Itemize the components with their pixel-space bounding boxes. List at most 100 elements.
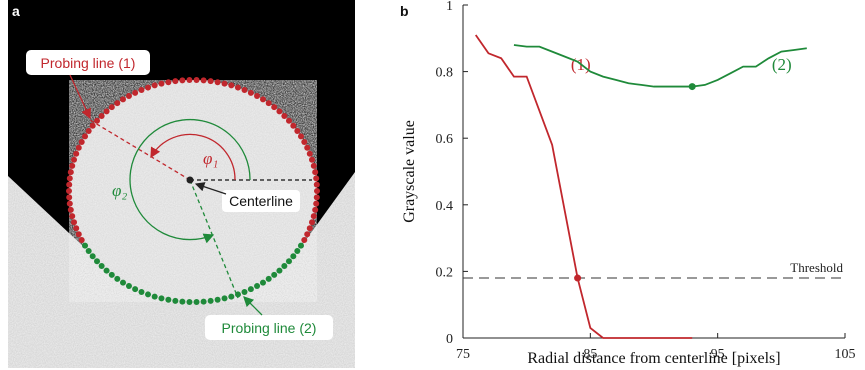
contour-dot [73,225,80,232]
x-tick-label: 75 [456,347,470,362]
contour-dot [214,296,221,303]
circle-texture [69,80,317,302]
contour-dot [145,84,152,91]
contour-dot [290,253,297,260]
series-line [474,34,693,339]
contour-dot [221,80,228,87]
contour-dot [304,144,311,151]
contour-dot [259,279,266,286]
contour-dot [66,188,72,194]
contour-dot [265,100,272,107]
contour-dot [297,133,304,140]
contour-dots [66,77,320,305]
image-panel: φ₁ φ₂ Centerline Probing line (1) Probin… [8,0,355,368]
contour-dot [75,231,82,238]
contour-dot [172,297,179,304]
contour-dot [179,77,186,84]
contour-dot [132,286,139,293]
contour-dot [193,298,200,305]
contour-dot [120,279,127,286]
y-tick-label: 1 [446,0,453,14]
contour-dot [313,175,320,182]
contour-dot [98,263,105,270]
contour-dot [290,122,297,129]
contour-dot [301,139,308,146]
y-tick-label: 0.6 [436,132,454,147]
contour-dot [66,175,73,182]
contour-dot [82,133,89,140]
contour-dot [94,258,101,265]
series-line [513,44,807,88]
contour-dot [193,77,200,84]
contour-dot [132,89,139,96]
y-axis-label: Grayscale value [401,120,418,223]
contour-dot [241,288,248,295]
contour-dot [313,194,320,201]
contour-dot [186,77,193,84]
probe-1-arrow [69,74,91,120]
contour-dot [241,87,248,94]
threshold-label: Threshold [790,260,843,275]
contour-dot [254,92,261,99]
contour-dot [294,127,301,134]
contour-dot [151,293,158,300]
centerline-arrow [194,182,227,195]
phi-1: φ₁ [203,149,218,168]
contour-dot [207,297,214,304]
contour-dot [69,162,76,169]
contour-dot [247,89,254,96]
panel-label-b: b [400,3,409,19]
contour-dot [82,242,89,249]
contour-dot [165,296,172,303]
contour-dot [66,194,73,201]
contour-dot [89,122,96,129]
contour-dot [301,236,308,243]
contour-dot [310,213,317,220]
contour-dot [179,298,186,305]
y-tick-label: 0 [446,332,453,347]
contour-dot [294,248,301,255]
contour-dot [297,242,304,249]
contour-dot [89,253,96,260]
series-marker [688,83,696,91]
y-tick-label: 0.2 [436,265,454,280]
probe-2-label: Probing line (2) [222,320,317,336]
x-tick-label: 105 [835,347,856,362]
contour-dot [94,117,101,124]
series-label: (2) [772,55,792,74]
contour-dot [271,271,278,278]
contour-dot [276,108,283,115]
centerline-label: Centerline [229,193,293,209]
contour-dot [207,78,214,85]
contour-dot [78,236,85,243]
contour-dot [228,82,235,89]
probe-2-arrow [243,296,263,316]
contour-dot [138,87,145,94]
contour-dot [75,144,82,151]
series-marker [574,274,582,282]
y-tick-label: 0.8 [436,66,454,81]
contour-dot [66,200,73,207]
contour-dot [312,206,319,213]
contour-dot [69,213,76,220]
contour-dot [172,78,179,85]
contour-dot [234,84,241,91]
contour-dot [158,80,165,87]
contour-dot [145,291,152,298]
contour-dot [108,104,115,111]
contour-dot [85,248,92,255]
contour-dot [200,77,207,84]
contour-dot [67,169,74,176]
chart: 0 0.2 0.4 0.6 0.8 1 75 85 95 105 Radial distance f… [401,0,856,367]
contour-dot [71,156,78,163]
contour-dot [125,92,132,99]
contour-dot [308,156,315,163]
contour-dot [313,200,320,207]
contour-dot [67,206,74,213]
contour-dot [228,293,235,300]
panel-label-a: a [12,3,20,19]
contour-dot [314,188,320,194]
contour-dot [271,104,278,111]
contour-dot [306,150,313,157]
contour-dot [310,162,317,169]
